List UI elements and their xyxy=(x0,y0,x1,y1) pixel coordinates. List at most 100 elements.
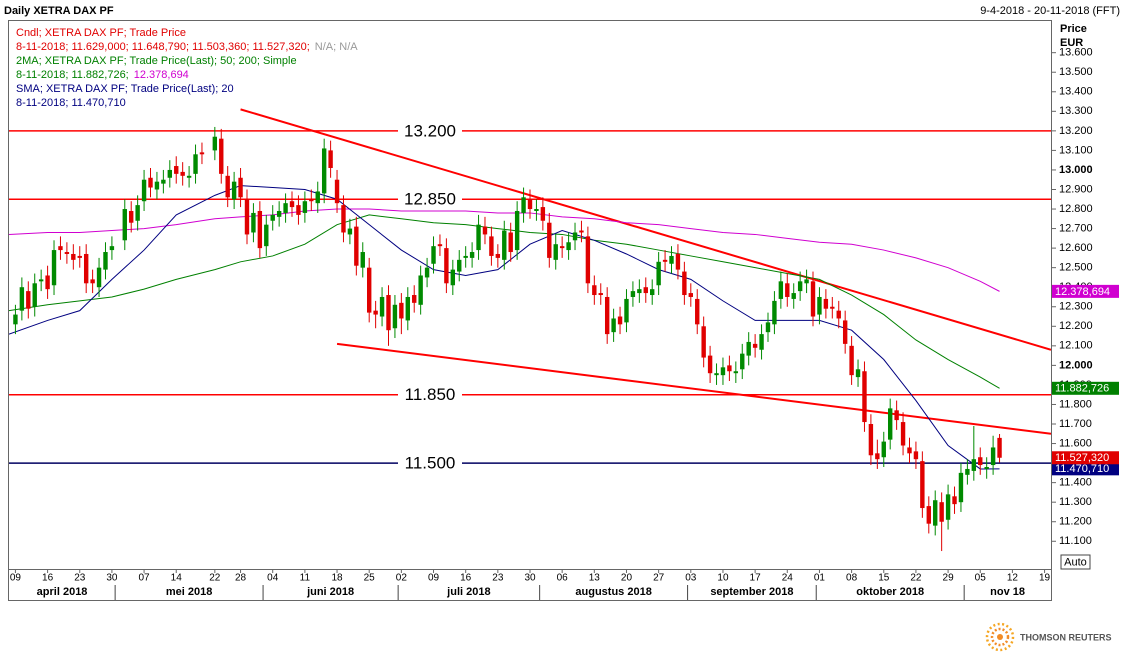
candle-body xyxy=(199,152,205,155)
x-tick-label: 16 xyxy=(42,573,54,584)
candle-body xyxy=(296,205,301,215)
legend-line: 2MA; XETRA DAX PF; Trade Price(Last); 50… xyxy=(16,55,297,67)
candle-body xyxy=(495,253,501,258)
x-tick-label: 02 xyxy=(396,573,408,584)
y-axis-title: Price xyxy=(1060,23,1087,35)
candle-body xyxy=(598,293,603,296)
auto-button[interactable] xyxy=(1060,554,1091,570)
level-label-bg xyxy=(398,189,462,210)
candle-body xyxy=(727,365,732,372)
candle-body xyxy=(161,179,166,184)
candle-body xyxy=(553,244,558,260)
month-label: april 2018 xyxy=(37,586,88,598)
candle-body xyxy=(990,447,996,466)
x-tick-label: 10 xyxy=(717,573,729,584)
candle-body xyxy=(71,253,76,260)
candle-body xyxy=(534,209,539,211)
candle-body xyxy=(933,500,938,526)
candle-body xyxy=(231,181,237,200)
candle-body xyxy=(32,283,37,307)
candle-body xyxy=(682,271,687,296)
last-value-label: 12.378,694 xyxy=(1055,286,1110,298)
candle-body xyxy=(476,224,481,251)
legend-text: 2MA; XETRA DAX PF; Trade Price(Last); 50… xyxy=(16,55,297,67)
y-tick-label: 12.300 xyxy=(1059,301,1093,313)
last-value-label: 11.527,320 xyxy=(1055,452,1109,464)
candle-body xyxy=(289,201,295,208)
candle-body xyxy=(251,212,256,233)
candle-body xyxy=(334,179,340,204)
candle-body xyxy=(952,496,957,505)
candle-body xyxy=(302,201,308,213)
last-value-tag xyxy=(1052,284,1119,298)
candle-body xyxy=(984,467,989,469)
candle-body xyxy=(96,267,102,288)
candle-body xyxy=(611,318,616,333)
candle-body xyxy=(64,252,70,254)
candle-body xyxy=(733,371,739,374)
legend-line: 8-11-2018; 11.882,726; 12.378,694 xyxy=(16,69,189,81)
candle-body xyxy=(842,320,848,344)
candle-body xyxy=(174,166,179,174)
candle-body xyxy=(412,295,417,303)
candle-body xyxy=(502,230,507,260)
candle-body xyxy=(637,289,642,294)
candle-body xyxy=(881,441,886,458)
candle-body xyxy=(141,179,147,202)
candle-body xyxy=(90,279,95,284)
candle-body xyxy=(366,267,372,313)
candle-body xyxy=(701,326,706,358)
y-tick-label: 13.200 xyxy=(1059,125,1093,137)
candle-body xyxy=(193,154,198,174)
x-tick-label: 20 xyxy=(621,573,633,584)
x-tick-label: 29 xyxy=(943,573,955,584)
candle-body xyxy=(225,175,230,198)
candle-body xyxy=(354,226,359,266)
candle-body xyxy=(559,246,565,249)
candle-body xyxy=(431,246,436,264)
x-tick-label: 23 xyxy=(74,573,86,584)
candle-body xyxy=(817,296,822,315)
candle-body xyxy=(887,408,893,440)
candle-body xyxy=(958,472,964,503)
x-tick-label: 03 xyxy=(685,573,697,584)
candle-body xyxy=(772,300,777,325)
level-label-bg xyxy=(398,384,462,405)
auto-button-label[interactable]: Auto xyxy=(1064,556,1087,568)
candle-body xyxy=(849,345,854,376)
chart-title: Daily XETRA DAX PF xyxy=(4,5,114,17)
candle-body xyxy=(868,424,874,456)
y-tick-label: 11.400 xyxy=(1059,477,1092,489)
candle-body xyxy=(489,236,494,256)
date-range: 9-4-2018 - 20-11-2018 (FFT) xyxy=(980,5,1120,17)
y-tick-label: 11.300 xyxy=(1059,496,1092,508)
month-label: juli 2018 xyxy=(446,586,490,598)
candle-body xyxy=(103,252,108,270)
candle-body xyxy=(920,461,925,509)
y-tick-label: 12.000 xyxy=(1059,359,1093,371)
candle-body xyxy=(695,298,700,325)
candle-body xyxy=(720,367,726,376)
candle-body xyxy=(360,252,365,268)
month-label: september 2018 xyxy=(710,586,793,598)
y-tick-label: 13.400 xyxy=(1059,86,1093,98)
y-tick-label: 11.200 xyxy=(1059,516,1092,528)
candle-body xyxy=(379,296,385,317)
last-value-label: 11.882,726 xyxy=(1055,383,1109,395)
x-tick-label: 06 xyxy=(557,573,569,584)
x-tick-label: 12 xyxy=(1007,573,1019,584)
candle-body xyxy=(521,197,526,213)
candle-body xyxy=(26,291,31,309)
y-tick-label: 12.500 xyxy=(1059,262,1093,274)
candle-body xyxy=(945,494,951,520)
plot-area xyxy=(9,108,1051,552)
candle-body xyxy=(997,437,1002,458)
y-tick-label: 13.600 xyxy=(1059,47,1093,59)
candle-body xyxy=(643,287,648,294)
candle-body xyxy=(547,222,552,258)
candle-body xyxy=(457,259,462,272)
candle-body xyxy=(540,207,546,221)
candle-body xyxy=(714,373,719,376)
